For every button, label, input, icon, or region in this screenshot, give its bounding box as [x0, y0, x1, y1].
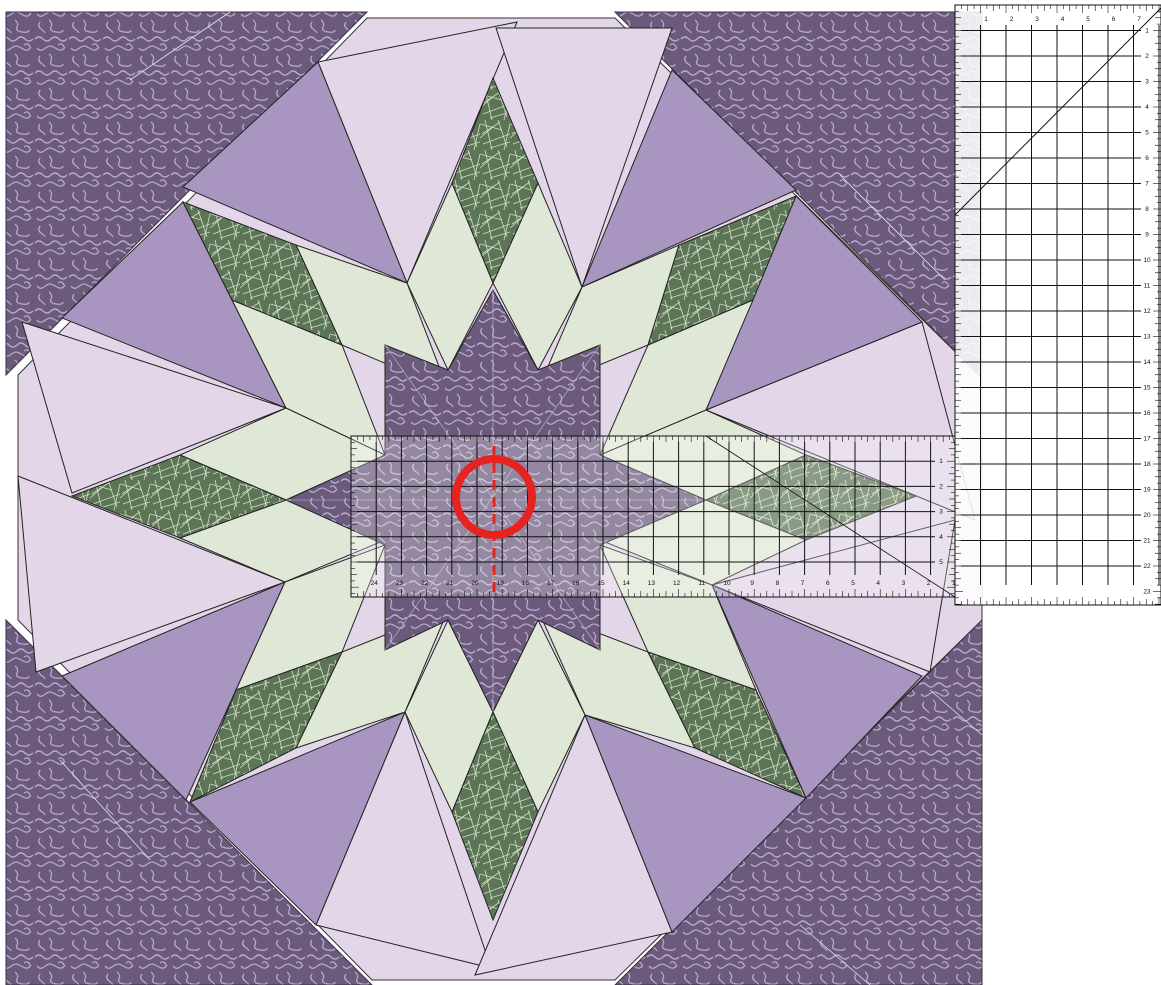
square-ruler-side-number: 2: [1145, 53, 1149, 60]
rect-ruler-bottom-number: 11: [698, 580, 705, 587]
rect-ruler-bottom-number: 19: [497, 580, 505, 587]
rect-ruler-bottom-number: 24: [371, 580, 379, 587]
square-ruler-side-number: 5: [1145, 130, 1149, 137]
square-ruler-side-number: 7: [1145, 181, 1149, 188]
rect-ruler-bottom-number: 3: [902, 580, 906, 587]
rect-ruler-bottom-number: 5: [851, 580, 855, 587]
square-ruler-side-number: 17: [1143, 436, 1151, 443]
rect-ruler-bottom-number: 14: [623, 580, 631, 587]
kite-panels: [17, 21, 976, 976]
rect-ruler-bottom-number: 23: [396, 580, 404, 587]
rect-ruler-bottom-number: 9: [750, 580, 754, 587]
square-ruler-top-number: 2: [1010, 16, 1014, 23]
rect-ruler-bottom-number: 13: [648, 580, 656, 587]
rect-ruler-bottom-number: 12: [673, 580, 681, 587]
square-ruler-side-number: 13: [1143, 334, 1151, 341]
green-diamond-ne: [647, 195, 797, 346]
kite-top-right: [495, 27, 673, 289]
square-ruler-side-number: 1: [1145, 28, 1149, 35]
square-ruler-side-number: 16: [1143, 410, 1151, 417]
center-circle-marker: [452, 455, 536, 539]
rect-ruler-side-number: 1: [939, 458, 943, 465]
square-ruler-top-number: 7: [1137, 16, 1141, 23]
rect-ruler-bottom-number: 7: [801, 580, 805, 587]
square-ruler-side-number: 10: [1143, 257, 1151, 264]
purple-triangle-ne-a: [581, 69, 797, 288]
rect-ruler-bottom-number: 8: [776, 580, 780, 587]
green-diamond-east: [704, 454, 918, 541]
rect-ruler-diagonal: [705, 435, 956, 598]
square-ruler-top-number: 4: [1061, 16, 1065, 23]
rect-ruler-bottom-number: 18: [522, 580, 530, 587]
square-ruler-side-number: 12: [1143, 308, 1151, 315]
rect-ruler-bottom-number: 2: [927, 580, 931, 587]
square-ruler-side-number: 11: [1144, 283, 1151, 290]
green-diamond-nw: [181, 201, 343, 346]
rect-ruler-bottom-number: 22: [421, 580, 429, 587]
square-ruler-side-number: 6: [1145, 155, 1149, 162]
green-diamond-se: [647, 651, 808, 800]
purple-triangle-se-a: [711, 584, 923, 799]
rect-ruler-side-number: 5: [939, 559, 943, 566]
square-ruler-side-number: 4: [1145, 104, 1149, 111]
rect-ruler-side-number: 2: [939, 483, 943, 490]
square-ruler-top-number: 1: [984, 16, 988, 23]
corner-seams: [59, 11, 983, 985]
rect-ruler-bottom-number: 1: [952, 580, 956, 587]
square-ruler-top-number: 5: [1086, 16, 1090, 23]
square-ruler-diagonal: [954, 7, 1161, 216]
square-ruler-side-number: 22: [1143, 563, 1151, 570]
green-diamond-south: [451, 710, 539, 922]
rect-ruler-bottom-number: 16: [572, 580, 580, 587]
square-ruler-side-number: 19: [1143, 487, 1151, 494]
rect-ruler-bottom-number: 15: [597, 580, 605, 587]
rect-ruler-bottom-number: 21: [446, 580, 454, 587]
rect-ruler-bottom-number: 6: [826, 580, 830, 587]
rect-ruler-side-number: 3: [939, 509, 943, 516]
square-ruler-side-number: 18: [1143, 461, 1151, 468]
kite-left-lower: [17, 475, 287, 673]
square-ruler-body: [954, 4, 1161, 606]
square-ruler-side-number: 20: [1143, 512, 1151, 519]
green-diamond-sw: [189, 651, 343, 804]
square-ruler-side-number: 14: [1143, 359, 1151, 366]
square-ruler-top-number: 3: [1035, 16, 1039, 23]
square-ruler-side-number: 23: [1143, 589, 1151, 596]
square-ruler-side-number: 21: [1143, 538, 1151, 545]
rect-ruler-side-number: 4: [939, 534, 943, 541]
square-ruler-side-number: 8: [1145, 206, 1149, 213]
square-ruler-side-number: 9: [1145, 232, 1149, 239]
square-ruler-top-number: 6: [1112, 16, 1116, 23]
square-ruler-side-number: 3: [1145, 79, 1149, 86]
rect-ruler: 24 23 22 21 20 19 18 17 16 15 14 13 12 11 10 9 8 7 6 5 4 3 2 1 …: [350, 435, 956, 598]
square-ruler-side-number: 15: [1143, 385, 1151, 392]
purple-triangles: [61, 61, 923, 933]
rect-ruler-bottom-number: 4: [876, 580, 880, 587]
rect-ruler-bottom-number: 20: [471, 580, 479, 587]
green-print-diamonds: [70, 76, 918, 922]
green-diamond-north: [451, 76, 539, 285]
kite-left-upper: [21, 321, 288, 494]
purple-triangle-se-b: [584, 714, 807, 933]
purple-triangle-sw-b: [189, 711, 406, 926]
purple-triangle-nw-a: [182, 61, 408, 284]
rect-ruler-bottom-number: 17: [547, 580, 555, 587]
rect-ruler-bottom-number: 10: [723, 580, 731, 587]
